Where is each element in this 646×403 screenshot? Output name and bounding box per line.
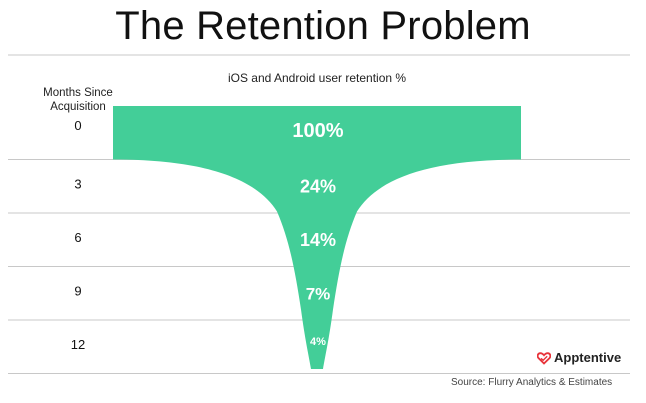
retention-value-label: 14% [300, 230, 336, 250]
retention-funnel-area [113, 106, 521, 369]
apptentive-logo: Apptentive [537, 350, 621, 365]
retention-value-label: 100% [292, 120, 343, 142]
retention-value-label: 7% [306, 284, 331, 303]
brand-name: Apptentive [554, 350, 622, 365]
source-note: Source: Flurry Analytics & Estimates [451, 377, 613, 388]
month-tick-label: 12 [71, 337, 85, 352]
chart-subtitle: iOS and Android user retention % [227, 71, 407, 85]
retention-value-label: 4% [310, 336, 326, 348]
page-title: The Retention Problem [115, 4, 531, 48]
month-tick-label: 6 [74, 230, 81, 245]
month-tick-label: 9 [74, 283, 81, 298]
retention-value-label: 24% [300, 176, 336, 196]
heart-logo-icon [537, 351, 551, 365]
retention-value-labels: 100% 24% 14% 7% 4% [292, 120, 343, 348]
month-tick-label: 3 [74, 176, 81, 191]
month-tick-label: 0 [74, 118, 81, 133]
month-tick-labels: 0 3 6 9 12 [71, 118, 85, 352]
y-axis-label: Months Since Acquisition [43, 87, 113, 113]
